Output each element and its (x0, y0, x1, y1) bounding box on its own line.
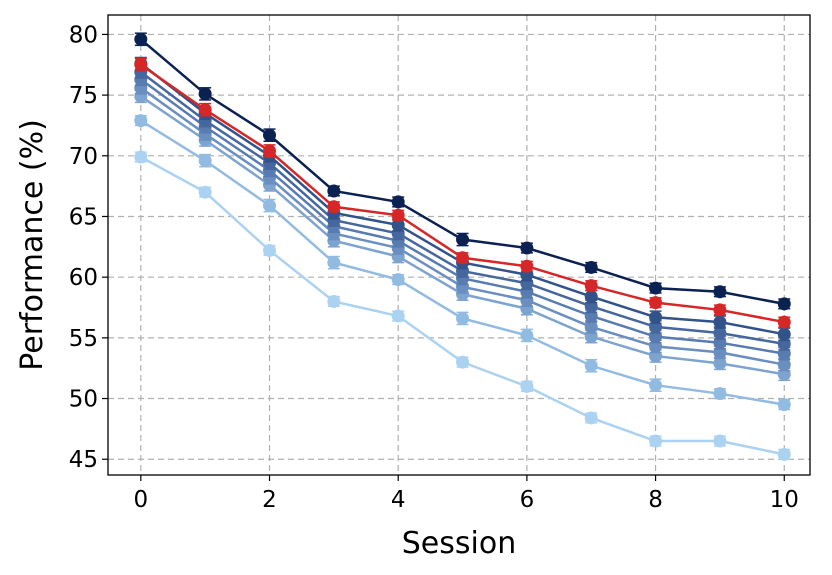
x-tick-label: 8 (648, 487, 663, 513)
point (713, 315, 727, 329)
point (777, 447, 791, 461)
point (584, 359, 598, 373)
point (777, 398, 791, 412)
plot-frame (107, 14, 811, 476)
point (198, 154, 212, 168)
point (777, 315, 791, 329)
point (713, 356, 727, 370)
point (134, 58, 148, 72)
y-tick-label: 45 (69, 447, 98, 473)
point (198, 87, 212, 101)
point (391, 309, 405, 323)
x-tick-label: 4 (391, 487, 406, 513)
y-tick-label: 55 (69, 326, 98, 352)
point (649, 310, 663, 324)
point (584, 290, 598, 304)
point (584, 411, 598, 425)
point (263, 144, 277, 158)
series (134, 150, 791, 461)
series (134, 81, 791, 372)
point (134, 150, 148, 164)
y-tick-label: 65 (69, 204, 98, 230)
y-tick-label: 80 (69, 22, 98, 48)
point (649, 378, 663, 392)
point (327, 184, 341, 198)
point (520, 379, 534, 393)
point (713, 285, 727, 299)
point (520, 259, 534, 273)
point (713, 434, 727, 448)
point (391, 273, 405, 287)
point (327, 200, 341, 214)
x-tick-label: 0 (133, 487, 148, 513)
point (391, 218, 405, 232)
point (327, 256, 341, 270)
point (777, 327, 791, 341)
point (198, 103, 212, 117)
point (713, 326, 727, 340)
point (456, 355, 470, 369)
point (584, 260, 598, 274)
point (456, 251, 470, 265)
point (134, 114, 148, 128)
x-tick-label: 2 (262, 487, 277, 513)
point (134, 32, 148, 46)
point (649, 434, 663, 448)
x-tick-label: 6 (520, 487, 535, 513)
point (198, 185, 212, 199)
point (584, 320, 598, 334)
point (327, 294, 341, 308)
point (456, 233, 470, 247)
point (391, 195, 405, 209)
point (263, 199, 277, 213)
point (584, 279, 598, 293)
series-line (140, 71, 785, 346)
point (263, 243, 277, 257)
y-tick-label: 50 (69, 387, 98, 413)
point (649, 281, 663, 295)
point (777, 297, 791, 311)
point (456, 311, 470, 325)
y-axis-label: Performance (%) (15, 119, 50, 371)
series (134, 57, 791, 329)
point (713, 303, 727, 317)
point (520, 241, 534, 255)
series (134, 114, 791, 412)
point (391, 208, 405, 222)
point (520, 328, 534, 342)
y-tick-label: 75 (69, 83, 98, 109)
point (777, 358, 791, 372)
y-tick-label: 70 (69, 144, 98, 170)
series (134, 32, 791, 311)
y-tick-label: 60 (69, 265, 98, 291)
x-axis-label: Session (402, 526, 516, 561)
point (263, 128, 277, 142)
point (649, 296, 663, 310)
point (713, 387, 727, 401)
x-tick-label: 10 (770, 487, 799, 513)
